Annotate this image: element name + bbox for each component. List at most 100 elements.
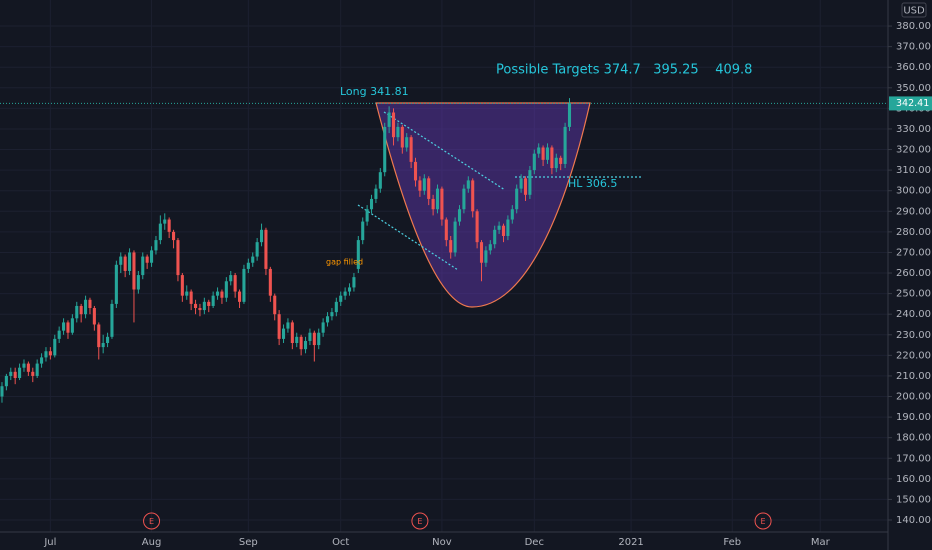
candle-body (435, 188, 440, 210)
y-tick-label: 280.00 (896, 227, 931, 238)
candle-body (224, 281, 228, 298)
candle-body (537, 147, 541, 154)
candle-body (383, 126, 387, 173)
candle-body (317, 332, 321, 346)
candle-body (92, 308, 96, 325)
candle-body (180, 275, 184, 296)
candle-body (405, 137, 409, 148)
candle-body (497, 225, 501, 230)
earnings-label: E (149, 517, 154, 526)
y-tick-label: 150.00 (896, 494, 931, 505)
candle-body (26, 363, 30, 372)
candle-body (484, 250, 488, 263)
candle-body (172, 231, 176, 241)
candles (0, 98, 888, 403)
candle-body (400, 126, 404, 148)
candle-body (185, 291, 189, 296)
candle-body (4, 375, 8, 387)
last-price-label: 342.41 (896, 98, 929, 109)
candle-body (528, 170, 532, 195)
candle-body (211, 295, 215, 306)
candle-body (158, 223, 162, 241)
candle-body (550, 147, 554, 169)
candle-body (431, 198, 435, 210)
candle-body (308, 332, 312, 341)
candle-body (128, 252, 132, 271)
candle-body (356, 240, 360, 269)
candle-body (532, 153, 536, 171)
candle-body (387, 112, 391, 127)
candle-body (13, 371, 17, 378)
candle-body (202, 301, 206, 311)
targets-annotation: Possible Targets 374.7 395.25 409.8 (496, 63, 752, 78)
candle-body (198, 308, 202, 311)
candle-body (378, 172, 382, 189)
candle-body (545, 147, 550, 160)
candle-body (295, 336, 299, 344)
candle-body (541, 147, 545, 160)
candle-body (277, 314, 281, 339)
currency-box (901, 2, 927, 18)
candle-body (413, 161, 418, 181)
candle-body (53, 338, 57, 356)
candle-body (374, 188, 378, 199)
candle-body (189, 291, 193, 304)
y-tick-label: 320.00 (896, 145, 931, 156)
candle-body (466, 180, 470, 189)
axes: 140.00 150.00 160.00 170.00 180.00 190.00 200.… (43, 21, 932, 548)
y-tick-label: 240.00 (896, 309, 931, 320)
candle-body (101, 343, 105, 348)
grid (0, 0, 888, 532)
candle-body (475, 211, 479, 243)
y-tick-label: 310.00 (896, 165, 931, 176)
candle-body (18, 367, 22, 378)
candle-body (515, 188, 519, 210)
candle-body (347, 287, 352, 292)
candle-body (559, 157, 563, 164)
candle-body (312, 332, 316, 346)
y-tick-label: 160.00 (896, 474, 931, 485)
candle-body (145, 256, 149, 263)
y-tick-label: 300.00 (896, 186, 931, 197)
candle-body (194, 303, 198, 309)
x-tick-label: 2021 (618, 537, 643, 548)
candle-body (281, 328, 286, 339)
candle-body (136, 275, 140, 290)
candle-body (286, 322, 290, 329)
candle-body (330, 312, 334, 317)
candle-body (88, 299, 92, 309)
candle-body (462, 188, 466, 210)
candle-body (255, 242, 259, 257)
candle-body (563, 126, 567, 164)
candle-body (238, 291, 242, 302)
candle-body (75, 305, 79, 319)
candle-body (453, 221, 457, 253)
candle-body (132, 252, 136, 290)
x-tick-label: Aug (142, 537, 162, 548)
candle-body (369, 198, 374, 210)
candle-body (79, 305, 83, 315)
earnings-marker (411, 512, 429, 530)
y-tick-label: 260.00 (896, 268, 931, 279)
currency-label: USD (903, 6, 925, 17)
candle-body (163, 219, 167, 224)
candle-body (123, 256, 127, 271)
candle-body (242, 268, 246, 302)
candle-body (352, 277, 356, 288)
y-tick-label: 140.00 (896, 515, 931, 526)
candle-body (273, 295, 277, 315)
candle-body (488, 244, 492, 251)
y-tick-label: 360.00 (896, 62, 931, 73)
candle-body (325, 316, 330, 323)
gap-annotation: gap filled (326, 258, 363, 267)
candle-body (321, 322, 325, 333)
y-tick-label: 170.00 (896, 453, 931, 464)
candle-body (84, 299, 88, 315)
candle-body (0, 386, 4, 397)
y-tick-label: 200.00 (896, 392, 931, 403)
y-tick-label: 190.00 (896, 412, 931, 423)
candle-body (427, 178, 431, 199)
x-tick-label: Sep (239, 537, 258, 548)
candle-body (110, 303, 114, 337)
